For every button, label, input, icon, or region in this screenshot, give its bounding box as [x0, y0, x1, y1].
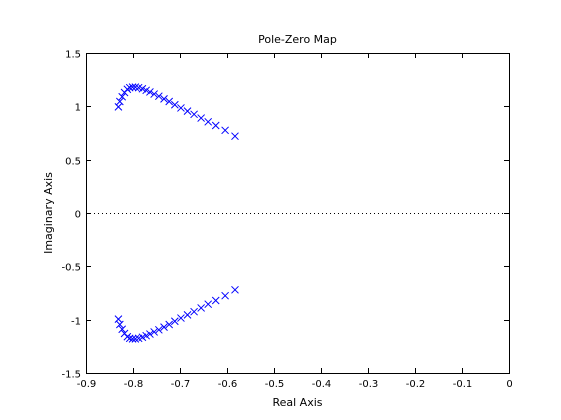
pole-marker: [146, 330, 154, 338]
pole-marker: [114, 103, 123, 111]
y-tick-label: 1.5: [65, 50, 81, 61]
pole-marker: [183, 311, 192, 319]
pole-markers-layer: [114, 83, 239, 343]
y-tick-label: -1: [71, 317, 81, 328]
pole-marker: [160, 95, 168, 103]
pole-marker: [197, 114, 206, 122]
x-tick-label: -0.2: [406, 379, 426, 390]
pole-marker: [177, 314, 185, 322]
y-tick-label: 0: [75, 210, 81, 221]
pole-marker: [118, 92, 127, 101]
plot-area: [86, 53, 509, 373]
y-tick-label: -1.5: [61, 370, 81, 381]
pole-marker: [123, 85, 132, 94]
pole-marker: [183, 107, 192, 115]
pole-marker: [165, 320, 174, 329]
pole-marker: [154, 325, 163, 334]
pole-marker: [190, 110, 198, 119]
y-ticks-layer: -1.5 -1 -0.5 0 0.5 1 1.5: [61, 50, 509, 381]
pole-marker: [150, 328, 159, 336]
x-tick-label: -0.8: [124, 379, 144, 390]
x-tick-label: -0.5: [265, 379, 285, 390]
x-axis-title: Real Axis: [272, 396, 322, 409]
pole-marker: [231, 132, 239, 141]
pole-marker: [150, 90, 159, 98]
pole-marker: [123, 332, 132, 341]
x-tick-label: -0.4: [312, 379, 332, 390]
y-tick-label: 0.5: [65, 157, 81, 168]
pole-marker: [146, 88, 154, 96]
pole-marker: [190, 307, 198, 316]
pole-marker: [211, 121, 220, 130]
pole-marker: [115, 320, 124, 329]
pole-marker: [177, 104, 185, 112]
pole-marker: [128, 335, 137, 343]
pole-marker: [154, 92, 163, 101]
pole-marker: [170, 317, 179, 326]
pole-marker: [128, 83, 137, 91]
pole-marker: [115, 97, 124, 106]
x-tick-label: -0.6: [218, 379, 238, 390]
pole-marker: [170, 100, 179, 109]
x-ticks-layer: -0.9 -0.8 -0.7 -0.6 -0.5 -0.4 -0.3 -0.2 -0.1 0: [77, 53, 513, 390]
x-tick-label: 0: [506, 379, 512, 390]
pole-marker: [118, 325, 127, 334]
pole-marker: [204, 117, 213, 126]
x-tick-label: -0.9: [77, 379, 97, 390]
chart-title: Pole-Zero Map: [258, 33, 337, 46]
pole-marker: [131, 335, 140, 343]
x-tick-label: -0.1: [453, 379, 473, 390]
pole-marker: [160, 323, 168, 331]
pole-marker: [231, 285, 239, 294]
y-axis-title: Imaginary Axis: [42, 172, 55, 254]
pole-marker: [221, 126, 229, 135]
x-tick-label: -0.3: [359, 379, 379, 390]
pole-marker: [131, 83, 140, 91]
y-tick-label: 1: [75, 103, 81, 114]
pole-marker: [114, 315, 123, 323]
x-tick-label: -0.7: [171, 379, 191, 390]
y-tick-label: -0.5: [61, 263, 81, 274]
pole-marker: [211, 296, 220, 305]
pole-marker: [221, 291, 229, 300]
pole-marker: [204, 300, 213, 309]
pole-marker: [197, 304, 206, 312]
pole-marker: [165, 97, 174, 106]
